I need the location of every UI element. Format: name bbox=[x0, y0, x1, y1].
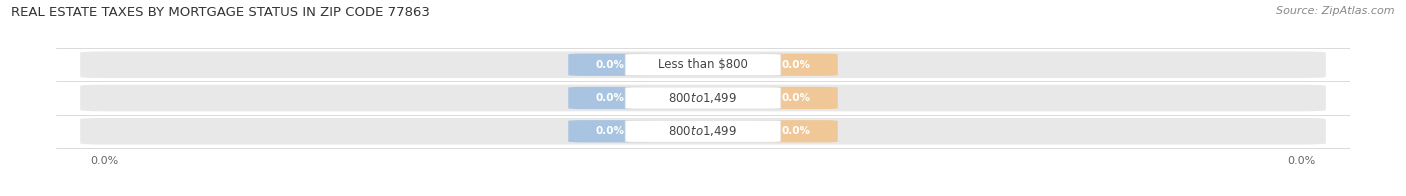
Text: 0.0%: 0.0% bbox=[782, 60, 810, 70]
FancyBboxPatch shape bbox=[754, 120, 838, 142]
Text: 0.0%: 0.0% bbox=[596, 93, 624, 103]
FancyBboxPatch shape bbox=[754, 87, 838, 109]
Text: 0.0%: 0.0% bbox=[596, 126, 624, 136]
FancyBboxPatch shape bbox=[80, 51, 1326, 78]
FancyBboxPatch shape bbox=[568, 54, 652, 76]
Text: Source: ZipAtlas.com: Source: ZipAtlas.com bbox=[1277, 6, 1395, 16]
Text: 0.0%: 0.0% bbox=[782, 126, 810, 136]
Text: 0.0%: 0.0% bbox=[596, 60, 624, 70]
FancyBboxPatch shape bbox=[754, 54, 838, 76]
Text: $800 to $1,499: $800 to $1,499 bbox=[668, 91, 738, 105]
FancyBboxPatch shape bbox=[568, 87, 652, 109]
Text: Less than $800: Less than $800 bbox=[658, 58, 748, 71]
FancyBboxPatch shape bbox=[80, 85, 1326, 111]
FancyBboxPatch shape bbox=[80, 118, 1326, 145]
FancyBboxPatch shape bbox=[626, 87, 780, 109]
FancyBboxPatch shape bbox=[626, 54, 780, 76]
Text: REAL ESTATE TAXES BY MORTGAGE STATUS IN ZIP CODE 77863: REAL ESTATE TAXES BY MORTGAGE STATUS IN … bbox=[11, 6, 430, 19]
Text: $800 to $1,499: $800 to $1,499 bbox=[668, 124, 738, 138]
FancyBboxPatch shape bbox=[626, 120, 780, 142]
FancyBboxPatch shape bbox=[568, 120, 652, 142]
Text: 0.0%: 0.0% bbox=[782, 93, 810, 103]
